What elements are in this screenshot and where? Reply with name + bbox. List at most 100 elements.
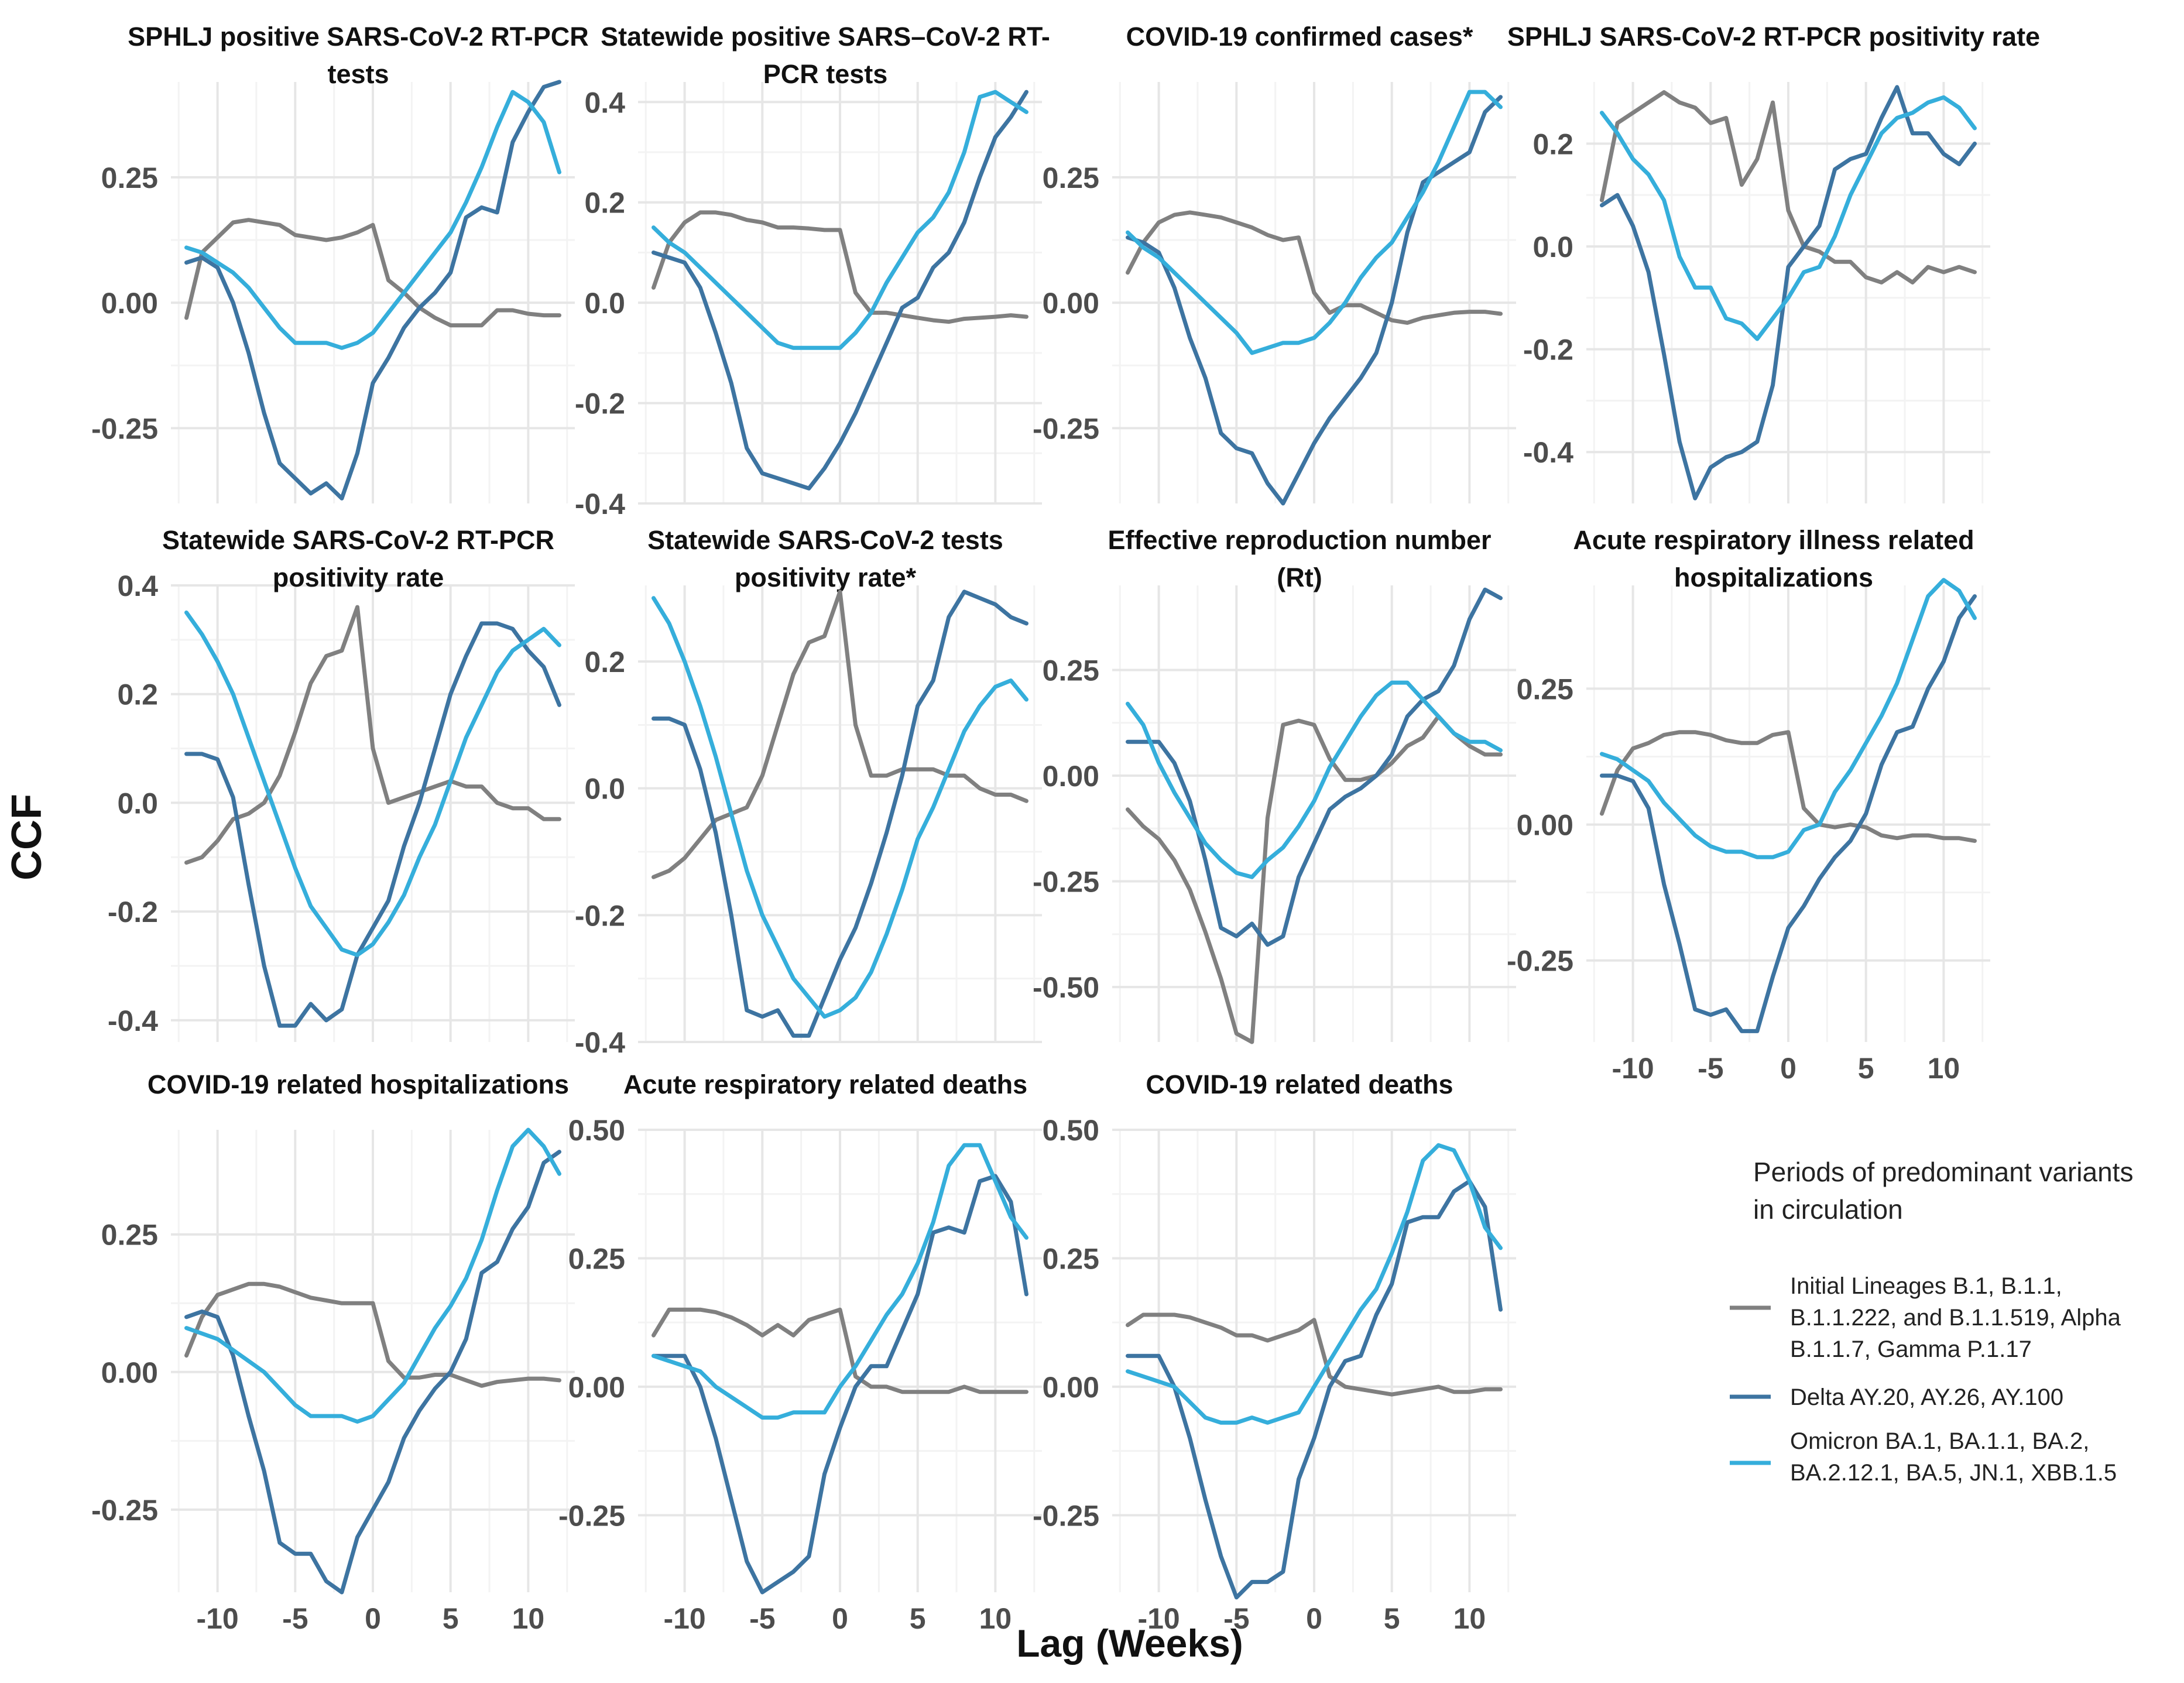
chart-panel: 0.25 0.00 -0.25 COVID-19 confirmed cases* <box>1033 22 1516 506</box>
series-line-initial <box>1600 90 1977 285</box>
series-line-omicron <box>1600 578 1977 859</box>
series-line-delta <box>1126 587 1503 947</box>
series-line-delta <box>652 90 1028 491</box>
x-tick-label: -5 <box>1698 1052 1723 1085</box>
y-tick-label: 0.25 <box>568 1242 625 1275</box>
legend-title: Periods of predominant variants <box>1753 1157 2133 1187</box>
legend-label: Omicron BA.1, BA.1.1, BA.2, <box>1790 1428 2089 1454</box>
series-line-delta <box>1600 85 1977 501</box>
chart-title: Statewide SARS-CoV-2 tests <box>647 525 1003 555</box>
x-tick-label: 5 <box>1384 1602 1400 1635</box>
legend: Periods of predominant variants in circul… <box>1730 1157 2133 1486</box>
y-tick-label: 0.25 <box>1517 673 1573 705</box>
legend-label: B.1.1.222, and B.1.1.519, Alpha <box>1790 1305 2121 1331</box>
x-tick-label: -5 <box>282 1602 308 1635</box>
x-tick-label: 10 <box>1928 1052 1960 1085</box>
grid-major <box>638 585 1042 1043</box>
series-line-omicron <box>184 90 561 350</box>
legend-title: in circulation <box>1753 1194 1903 1225</box>
chart-title: Acute respiratory related deaths <box>623 1070 1027 1099</box>
series-line-omicron <box>1126 1143 1503 1425</box>
y-tick-label: -0.2 <box>575 899 625 932</box>
grid-major <box>171 1130 575 1592</box>
grid-minor <box>171 1130 575 1592</box>
y-tick-label: 0.00 <box>568 1371 625 1404</box>
grid-major <box>171 584 575 1042</box>
legend-label: BA.2.12.1, BA.5, JN.1, XBB.1.5 <box>1790 1460 2117 1486</box>
chart-title: PCR tests <box>763 59 888 89</box>
series-line-initial <box>184 218 561 328</box>
x-axis-label: Lag (Weeks) <box>1016 1622 1243 1665</box>
y-tick-label: 0.50 <box>1043 1114 1099 1147</box>
x-tick-label: -10 <box>1612 1052 1654 1085</box>
series-line-delta <box>184 80 561 501</box>
y-tick-label: -0.25 <box>558 1499 625 1532</box>
chart-panel: 0.50 0.25 0.00 -0.25 -10 -5 0 5 10 Acute respirat… <box>558 1070 1042 1635</box>
series-line-delta <box>1600 594 1977 1033</box>
y-tick-label: 0.4 <box>584 86 625 119</box>
grid-major <box>1586 585 1990 1042</box>
y-tick-label: 0.25 <box>101 162 158 194</box>
legend-label: Delta AY.20, AY.26, AY.100 <box>1790 1384 2063 1410</box>
y-tick-label: 0.0 <box>1532 231 1573 263</box>
series-line-delta <box>652 589 1028 1038</box>
series-line-delta <box>1126 95 1503 506</box>
chart-title: SPHLJ SARS-CoV-2 RT-PCR positivity rate <box>1507 22 2040 52</box>
chart-title: SPHLJ positive SARS-CoV-2 RT-PCR <box>128 22 589 52</box>
y-tick-label: 0.25 <box>101 1219 158 1252</box>
y-tick-label: 0.00 <box>1043 287 1099 320</box>
y-tick-label: 0.25 <box>1043 654 1099 687</box>
series-line-omicron <box>184 1127 561 1424</box>
series-line-omicron <box>652 1143 1028 1420</box>
chart-panel: 0.25 0.00 -0.25 -10 -5 0 5 10 Acute respiratory … <box>1507 525 1990 1085</box>
x-tick-label: -10 <box>1137 1602 1180 1635</box>
y-tick-label: 0.00 <box>1517 809 1573 842</box>
chart-title: positivity rate <box>273 563 444 592</box>
grid-major <box>171 82 575 503</box>
x-tick-label: -10 <box>663 1602 705 1635</box>
x-tick-label: 5 <box>910 1602 926 1635</box>
y-tick-label: 0.00 <box>101 1356 158 1389</box>
series-line-delta <box>1126 1179 1503 1600</box>
series-line-delta <box>184 621 561 1028</box>
grid-major <box>638 82 1042 505</box>
chart-title: COVID-19 confirmed cases* <box>1126 22 1473 52</box>
y-tick-label: -0.25 <box>1507 945 1573 978</box>
legend-label: B.1.1.7, Gamma P.1.17 <box>1790 1336 2032 1362</box>
x-tick-label: -10 <box>196 1602 238 1635</box>
series-line-initial <box>184 1281 561 1388</box>
chart-title: COVID-19 related deaths <box>1146 1070 1453 1099</box>
y-tick-label: -0.2 <box>575 388 625 420</box>
y-tick-label: 0.0 <box>584 287 625 320</box>
chart-title: Statewide SARS-CoV-2 RT-PCR <box>162 525 554 555</box>
grid-major <box>1586 82 1990 503</box>
chart-panel: 0.2 0.0 -0.2 -0.4 SPHLJ SARS-CoV-2 RT-PCR po… <box>1507 22 2040 503</box>
y-tick-label: 0.0 <box>117 787 158 820</box>
chart-panel: 0.2 0.0 -0.2 -0.4 Statewide SARS-CoV-2 tests… <box>575 525 1042 1059</box>
series-line-delta <box>652 1174 1028 1595</box>
x-tick-label: 0 <box>1306 1602 1322 1635</box>
series-line-omicron <box>1600 95 1977 341</box>
y-tick-label: 0.25 <box>1043 1242 1099 1275</box>
series-line-initial <box>652 210 1028 324</box>
y-tick-label: -0.4 <box>575 1026 625 1059</box>
x-tick-label: 10 <box>512 1602 545 1635</box>
chart-panel: 0.4 0.2 0.0 -0.2 -0.4 Statewide SARS-CoV-2 RT… <box>108 525 575 1042</box>
y-tick-label: -0.2 <box>108 896 158 928</box>
y-tick-label: 0.2 <box>1532 128 1573 160</box>
series-line-initial <box>184 605 561 865</box>
chart-panel: 0.50 0.25 0.00 -0.25 -10 -5 0 5 10 COVID-19 relat… <box>1033 1070 1516 1635</box>
series-line-initial <box>1126 210 1503 325</box>
y-tick-label: 0.25 <box>1043 162 1099 194</box>
y-tick-label: 0.50 <box>568 1114 625 1147</box>
grid-major <box>1112 585 1516 1042</box>
x-tick-label: 0 <box>1780 1052 1796 1085</box>
series-line-initial <box>652 1307 1028 1394</box>
chart-title: COVID-19 related hospitalizations <box>148 1070 569 1099</box>
x-tick-label: -5 <box>1223 1602 1249 1635</box>
y-tick-label: 0.2 <box>117 678 158 711</box>
chart-title: Acute respiratory illness related <box>1573 525 1974 555</box>
y-tick-label: -0.4 <box>575 488 625 520</box>
chart-title: Statewide positive SARS–CoV-2 RT- <box>601 22 1050 52</box>
